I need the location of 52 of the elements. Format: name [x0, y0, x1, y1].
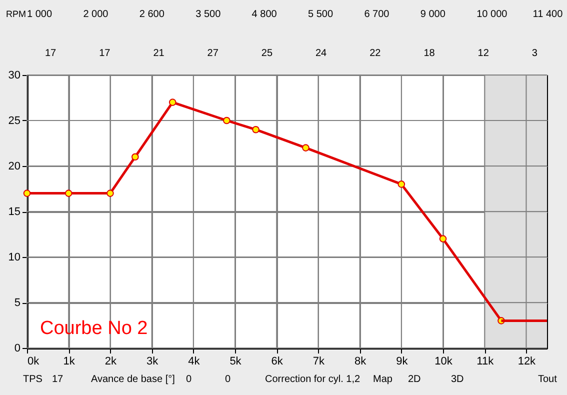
text: 22 — [370, 48, 382, 59]
text: 17 — [99, 48, 111, 59]
text: Map — [373, 374, 393, 385]
text: 17 — [52, 374, 64, 385]
text: 0 — [225, 374, 231, 385]
x-tick-label: 0k — [28, 356, 40, 368]
text: 25 — [261, 48, 273, 59]
text: 2 600 — [139, 9, 165, 20]
text: 3D — [451, 374, 464, 385]
text: Avance de base [°] — [91, 374, 176, 385]
text: 24 — [316, 48, 328, 59]
text: 21 — [153, 48, 165, 59]
text: TPS — [23, 374, 43, 385]
x-tick-label: 4k — [188, 356, 200, 368]
y-tick-label: 20 — [8, 160, 20, 172]
x-tick-label: 2k — [104, 356, 118, 368]
x-tick-label: 11k — [476, 356, 494, 368]
text: 4 800 — [252, 9, 278, 20]
x-tick-label: 12k — [518, 356, 536, 368]
text: 1 000 — [27, 9, 52, 20]
text: RPM — [6, 9, 26, 19]
text: 10 000 — [476, 9, 508, 20]
text: Correction for cyl. 1,2 — [265, 374, 360, 385]
y-tick-label: 10 — [8, 252, 20, 264]
text: 2D — [408, 374, 421, 385]
x-tick-label: 8k — [354, 356, 367, 368]
x-tick-label: 3k — [146, 356, 159, 368]
text: 27 — [207, 48, 219, 59]
text: 0 — [186, 374, 192, 385]
text: 5 500 — [308, 9, 334, 20]
y-tick-label: 0 — [14, 342, 20, 354]
annotation: Courbe No 2 — [40, 318, 148, 339]
text: 6 700 — [364, 9, 390, 20]
x-tick-label: 10k — [434, 356, 453, 368]
x-tick-label: 6k — [271, 356, 284, 368]
y-tick-label: 15 — [8, 206, 20, 218]
x-tick-label: 9k — [396, 356, 408, 368]
text: 9 000 — [420, 9, 446, 20]
text: 3 500 — [196, 9, 222, 20]
text: 3 — [532, 48, 538, 59]
text: 18 — [424, 48, 436, 59]
y-tick-label: 30 — [8, 70, 20, 82]
text: 11 400 — [532, 9, 564, 20]
x-tick-label: 5k — [230, 356, 242, 368]
text: 17 — [45, 48, 57, 59]
x-tick-label: 7k — [312, 356, 326, 368]
text: 12 — [478, 48, 490, 59]
text: 2 000 — [83, 9, 109, 20]
y-tick-label: 5 — [14, 297, 20, 309]
y-tick-label: 25 — [8, 115, 20, 127]
text: Tout — [538, 374, 558, 385]
x-tick-label: 1k — [63, 356, 76, 368]
